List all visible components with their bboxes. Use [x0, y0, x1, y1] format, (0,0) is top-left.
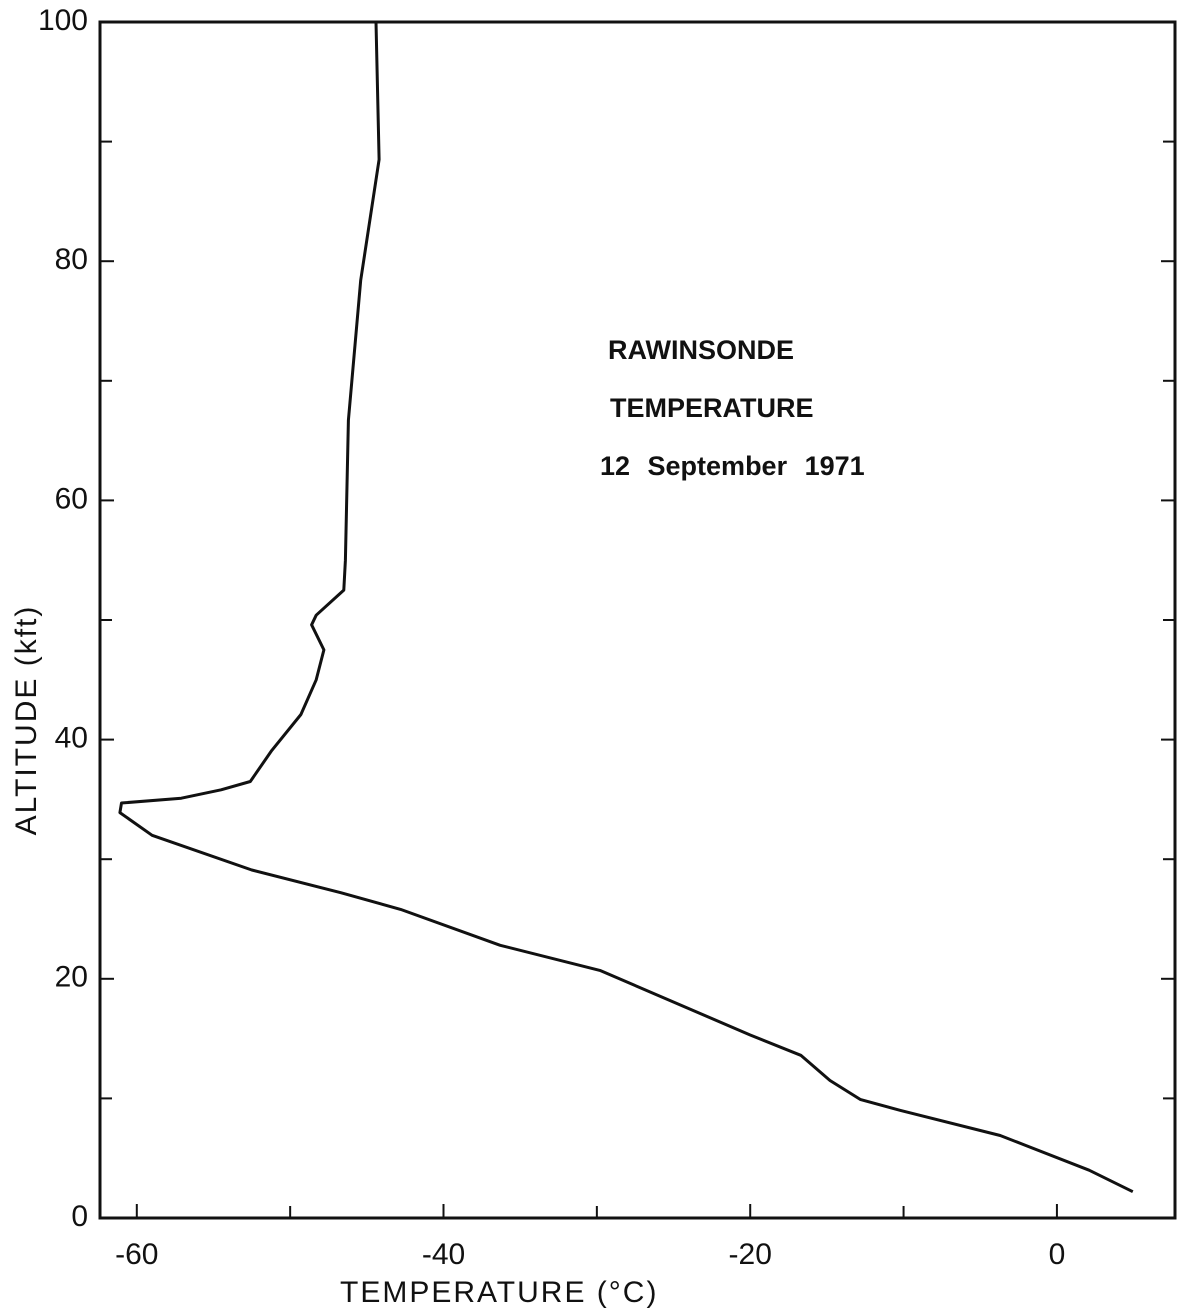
y-tick-label: 40 [55, 722, 88, 755]
y-tick-label: 100 [38, 4, 88, 37]
plot-frame [98, 20, 1177, 1220]
x-axis-label: TEMPERATURE (°C) [340, 1276, 658, 1309]
y-axis-label: ALTITUDE (kft) [10, 605, 43, 836]
temperature-line [118, 21, 1134, 1194]
annotation: TEMPERATURE [610, 393, 814, 423]
y-tick-label: 60 [55, 482, 88, 515]
y-tick-label: 0 [71, 1200, 88, 1233]
annotation: RAWINSONDE [608, 335, 794, 365]
x-tick-label: -40 [422, 1238, 465, 1271]
x-tick-label: -20 [729, 1238, 772, 1271]
annotation: 12 September 1971 [600, 451, 865, 481]
y-tick-label: 80 [55, 243, 88, 276]
x-tick-label: -60 [115, 1238, 158, 1271]
y-tick-label: 20 [55, 961, 88, 994]
x-tick-label: 0 [1049, 1238, 1066, 1271]
